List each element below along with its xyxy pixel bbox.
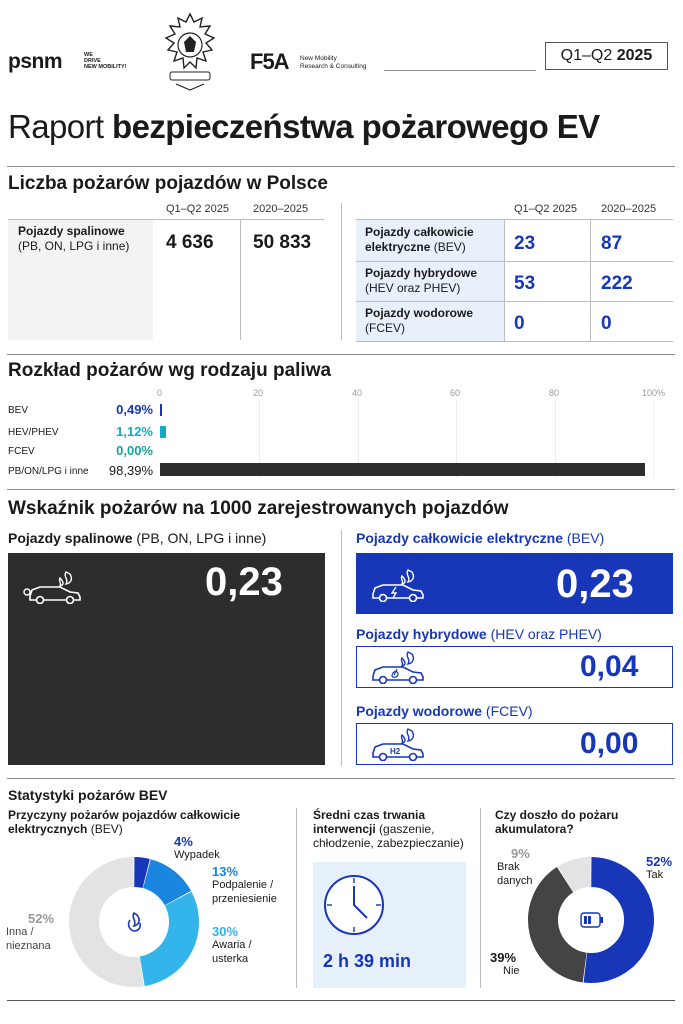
battery-donut-chart (528, 857, 654, 983)
hev-rate-value: 0,04 (580, 650, 639, 683)
slice-label: Awaria / usterka (212, 939, 252, 965)
bev-count-range: 87 (601, 233, 623, 254)
divider (7, 778, 675, 779)
battery-fire-title: Czy doszło do pożaru akumulatora? (495, 808, 619, 836)
svg-text:H2: H2 (390, 747, 401, 756)
bar-bev (160, 404, 163, 416)
clock-icon (324, 875, 384, 935)
slice-pct: 30% (212, 924, 239, 939)
hybrid-car-fire-icon (372, 651, 424, 684)
bar-value: 0,00% (116, 443, 153, 458)
donut-slice (142, 859, 192, 906)
axis-tick: 80 (549, 388, 560, 398)
bev-count-q: 23 (514, 233, 536, 254)
bar-hev (160, 426, 166, 438)
ice-count-range: 50 833 (253, 232, 312, 253)
axis-tick: 40 (352, 388, 363, 398)
bar-value: 1,12% (116, 424, 153, 439)
divider (7, 166, 675, 167)
axis-tick: 20 (253, 388, 264, 398)
slice-pct: 4% (174, 834, 193, 849)
hev-count-q: 53 (514, 273, 536, 294)
f5a-tagline: New Mobility Research & Consulting (300, 55, 367, 70)
fire-brigade-crest-icon (164, 12, 216, 91)
divider (7, 354, 675, 355)
bar-label: HEV/PHEV (8, 427, 59, 438)
slice-pct: 9% (511, 846, 530, 861)
fcev-rate-value: 0,00 (580, 727, 639, 760)
ice-vehicle-cell (8, 220, 153, 340)
col-header-q: Q1–Q2 2025 (166, 203, 229, 215)
rate-heading: Wskaźnik pożarów na 1000 zarejestrowanyc… (8, 498, 509, 519)
page-title: Raport bezpieczeństwa pożarowego EV (8, 108, 600, 145)
intervention-title: Średni czas trwania interwencji (gaszeni… (313, 808, 464, 850)
bev-rate-panel (356, 553, 673, 614)
intervention-time-value: 2 h 39 min (323, 951, 412, 971)
axis-tick: 100% (642, 388, 666, 398)
ice-rate-label: Pojazdy spalinowe (PB, ON, LPG i inne) (8, 530, 267, 546)
bev-stats-heading: Statystyki pożarów BEV (8, 787, 168, 803)
bar-label: PB/ON/LPG i inne (8, 466, 89, 477)
car-fire-icon (23, 571, 81, 604)
ice-rate-value: 0,23 (205, 560, 283, 604)
ice-vehicle-label: Pojazdy spalinowe (PB, ON, LPG i inne) (18, 224, 130, 253)
ev-labels-column (356, 220, 504, 341)
slice-pct: 39% (490, 950, 517, 965)
col-header-q-right: Q1–Q2 2025 (514, 203, 577, 215)
header-divider (384, 70, 536, 71)
bev-rate-label: Pojazdy całkowicie elektryczne (BEV) (356, 530, 605, 546)
bar-label: FCEV (8, 446, 35, 457)
donut-slice (528, 867, 588, 983)
psnm-logo: psnm (8, 50, 63, 73)
hev-label: Pojazdy hybrydowe (HEV oraz PHEV) (365, 266, 478, 295)
donut-slice (69, 857, 144, 987)
report-period-badge: Q1–Q2 2025 (545, 42, 668, 70)
bar-value: 0,49% (116, 402, 153, 417)
bev-rate-value: 0,23 (556, 562, 634, 606)
flame-icon (127, 911, 142, 932)
axis-tick: 60 (450, 388, 461, 398)
ice-count-q: 4 636 (166, 232, 214, 253)
donut-slice (557, 857, 592, 893)
slice-pct: 52% (28, 911, 55, 926)
slice-label: Tak (646, 869, 664, 881)
donut-slice (583, 857, 654, 983)
bar-label: BEV (8, 405, 29, 416)
divider (7, 1000, 675, 1001)
fcev-count-range: 0 (601, 313, 612, 334)
slice-label: Inna / nieznana (6, 926, 51, 952)
causes-donut-chart (69, 857, 199, 987)
slice-label: Nie (503, 965, 520, 977)
bar-ice (160, 463, 646, 476)
causes-title: Przyczyny pożarów pojazdów całkowicie el… (8, 808, 241, 836)
fires-count-heading: Liczba pożarów pojazdów w Polsce (8, 173, 328, 194)
fcev-count-q: 0 (514, 313, 525, 334)
slice-label: Podpalenie / przeniesienie (212, 879, 277, 905)
fcev-label: Pojazdy wodorowe (FCEV) (365, 306, 474, 335)
divider (7, 489, 675, 490)
bar-value: 98,39% (108, 463, 153, 478)
donut-slice (133, 857, 150, 889)
hev-count-range: 222 (601, 273, 633, 294)
col-header-range: 2020–2025 (253, 203, 309, 215)
hev-rate-label: Pojazdy hybrydowe (HEV oraz PHEV) (356, 626, 602, 642)
slice-pct: 13% (212, 864, 239, 879)
hydrogen-car-fire-icon: H2 (372, 728, 424, 761)
slice-label: Brak danych (497, 861, 533, 887)
battery-icon (580, 912, 603, 928)
axis-tick: 0 (157, 388, 163, 398)
col-header-range-right: 2020–2025 (601, 203, 657, 215)
fcev-rate-label: Pojazdy wodorowe (FCEV) (356, 703, 533, 719)
f5a-logo: F5A (250, 49, 290, 74)
bev-label: Pojazdy całkowicie elektryczne (BEV) (365, 225, 474, 254)
fuel-distribution-heading: Rozkład pożarów wg rodzaju paliwa (8, 360, 332, 381)
slice-pct: 52% (646, 854, 673, 869)
psnm-tagline: WE DRIVE NEW MOBILITY! (84, 52, 127, 70)
ice-rate-panel (8, 553, 325, 765)
electric-car-fire-icon (372, 569, 424, 602)
donut-slice (139, 891, 199, 987)
slice-label: Wypadek (174, 849, 220, 861)
